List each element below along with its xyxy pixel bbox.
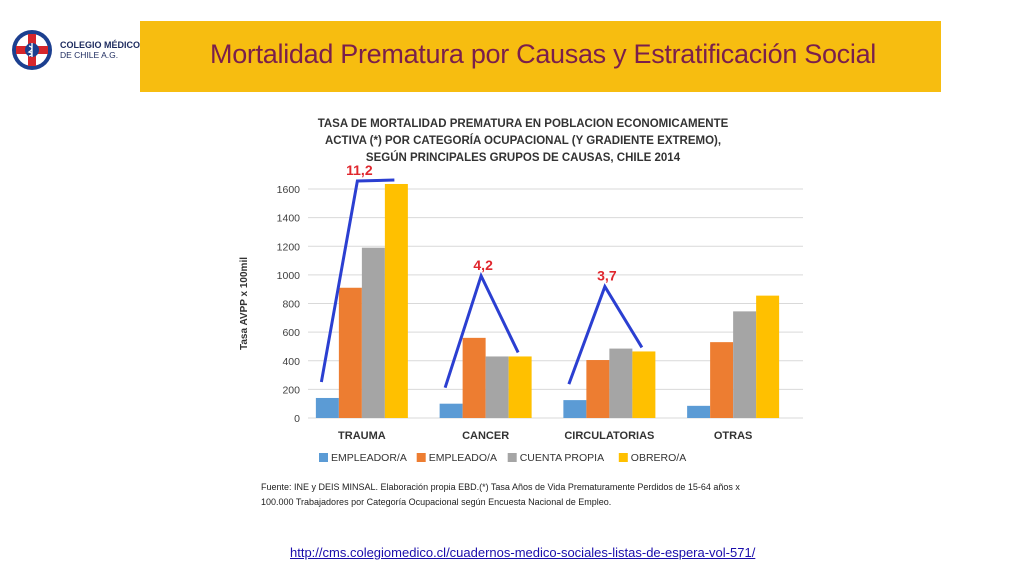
gradient-annotation: 3,7 bbox=[597, 268, 617, 284]
legend-label: CUENTA PROPIA bbox=[520, 452, 604, 464]
y-tick-label: 1000 bbox=[277, 270, 301, 282]
medical-emblem-icon bbox=[12, 30, 52, 70]
bar-cuenta-propia-cancer bbox=[485, 356, 509, 418]
slide-title: Mortalidad Prematura por Causas y Estrat… bbox=[210, 39, 876, 69]
y-tick-label: 200 bbox=[282, 384, 300, 396]
source-note-line: 100.000 Trabajadores por Categoría Ocupa… bbox=[261, 497, 611, 507]
bar-chart: TASA DE MORTALIDAD PREMATURA EN POBLACIO… bbox=[239, 118, 803, 507]
legend-swatch bbox=[507, 453, 517, 462]
legend-label: EMPLEADO/A bbox=[429, 452, 497, 464]
gradient-line bbox=[319, 178, 395, 383]
bar-cuenta-propia-otras bbox=[733, 311, 757, 418]
gradient-annotation: 4,2 bbox=[473, 257, 493, 273]
legend-swatch bbox=[319, 453, 328, 462]
chart-panel: TASA DE MORTALIDAD PREMATURA EN POBLACIO… bbox=[233, 104, 817, 516]
bar-obrero-a-circulatorias bbox=[632, 351, 656, 418]
x-category-label: TRAUMA bbox=[338, 430, 386, 442]
chart-title-line: TASA DE MORTALIDAD PREMATURA EN POBLACIO… bbox=[318, 118, 729, 130]
chart-title-line: ACTIVA (*) POR CATEGORÍA OCUPACIONAL (Y … bbox=[325, 134, 721, 147]
x-category-label: CIRCULATORIAS bbox=[564, 430, 654, 442]
source-note-line: Fuente: INE y DEIS MINSAL. Elaboración p… bbox=[261, 482, 740, 492]
y-tick-label: 1200 bbox=[277, 241, 301, 253]
gradient-line bbox=[567, 283, 644, 385]
y-tick-label: 1600 bbox=[277, 184, 301, 196]
bar-empleador-a-trauma bbox=[315, 397, 339, 418]
x-category-label: OTRAS bbox=[714, 430, 753, 442]
y-tick-label: 800 bbox=[282, 299, 300, 311]
y-tick-label: 0 bbox=[294, 413, 300, 425]
legend-label: OBRERO/A bbox=[631, 452, 686, 464]
bar-cuenta-propia-circulatorias bbox=[609, 348, 633, 418]
bar-empleado-a-circulatorias bbox=[586, 360, 610, 418]
y-axis-label: Tasa AVPP x 100mil bbox=[239, 257, 250, 350]
legend-label: EMPLEADOR/A bbox=[331, 452, 407, 464]
x-category-label: CANCER bbox=[462, 430, 509, 442]
y-tick-label: 1400 bbox=[277, 213, 301, 225]
gradient-annotation: 11,2 bbox=[346, 162, 373, 178]
bar-empleado-a-otras bbox=[710, 342, 734, 418]
colegio-medico-logo: COLEGIO MÉDICO DE CHILE A.G. bbox=[10, 26, 140, 78]
y-tick-label: 600 bbox=[282, 327, 300, 339]
title-bar: Mortalidad Prematura por Causas y Estrat… bbox=[140, 21, 941, 92]
logo-line-1: COLEGIO MÉDICO bbox=[60, 40, 141, 50]
bar-empleado-a-cancer bbox=[462, 337, 486, 418]
bar-empleador-a-otras bbox=[687, 405, 711, 418]
bar-obrero-a-trauma bbox=[384, 183, 408, 418]
gradient-line bbox=[443, 271, 520, 389]
logo-line-2: DE CHILE A.G. bbox=[60, 50, 119, 60]
bar-cuenta-propia-trauma bbox=[361, 247, 385, 418]
bar-obrero-a-cancer bbox=[508, 356, 532, 418]
legend-swatch bbox=[416, 453, 426, 462]
chart-title-line: SEGÚN PRINCIPALES GRUPOS DE CAUSAS, CHIL… bbox=[366, 151, 681, 164]
bar-empleador-a-cancer bbox=[439, 403, 463, 418]
legend-swatch bbox=[618, 453, 628, 462]
bar-obrero-a-otras bbox=[756, 295, 780, 418]
y-tick-label: 400 bbox=[282, 356, 300, 368]
bar-empleado-a-trauma bbox=[338, 287, 362, 418]
source-link[interactable]: http://cms.colegiomedico.cl/cuadernos-me… bbox=[290, 545, 756, 560]
bar-empleador-a-circulatorias bbox=[563, 400, 587, 418]
